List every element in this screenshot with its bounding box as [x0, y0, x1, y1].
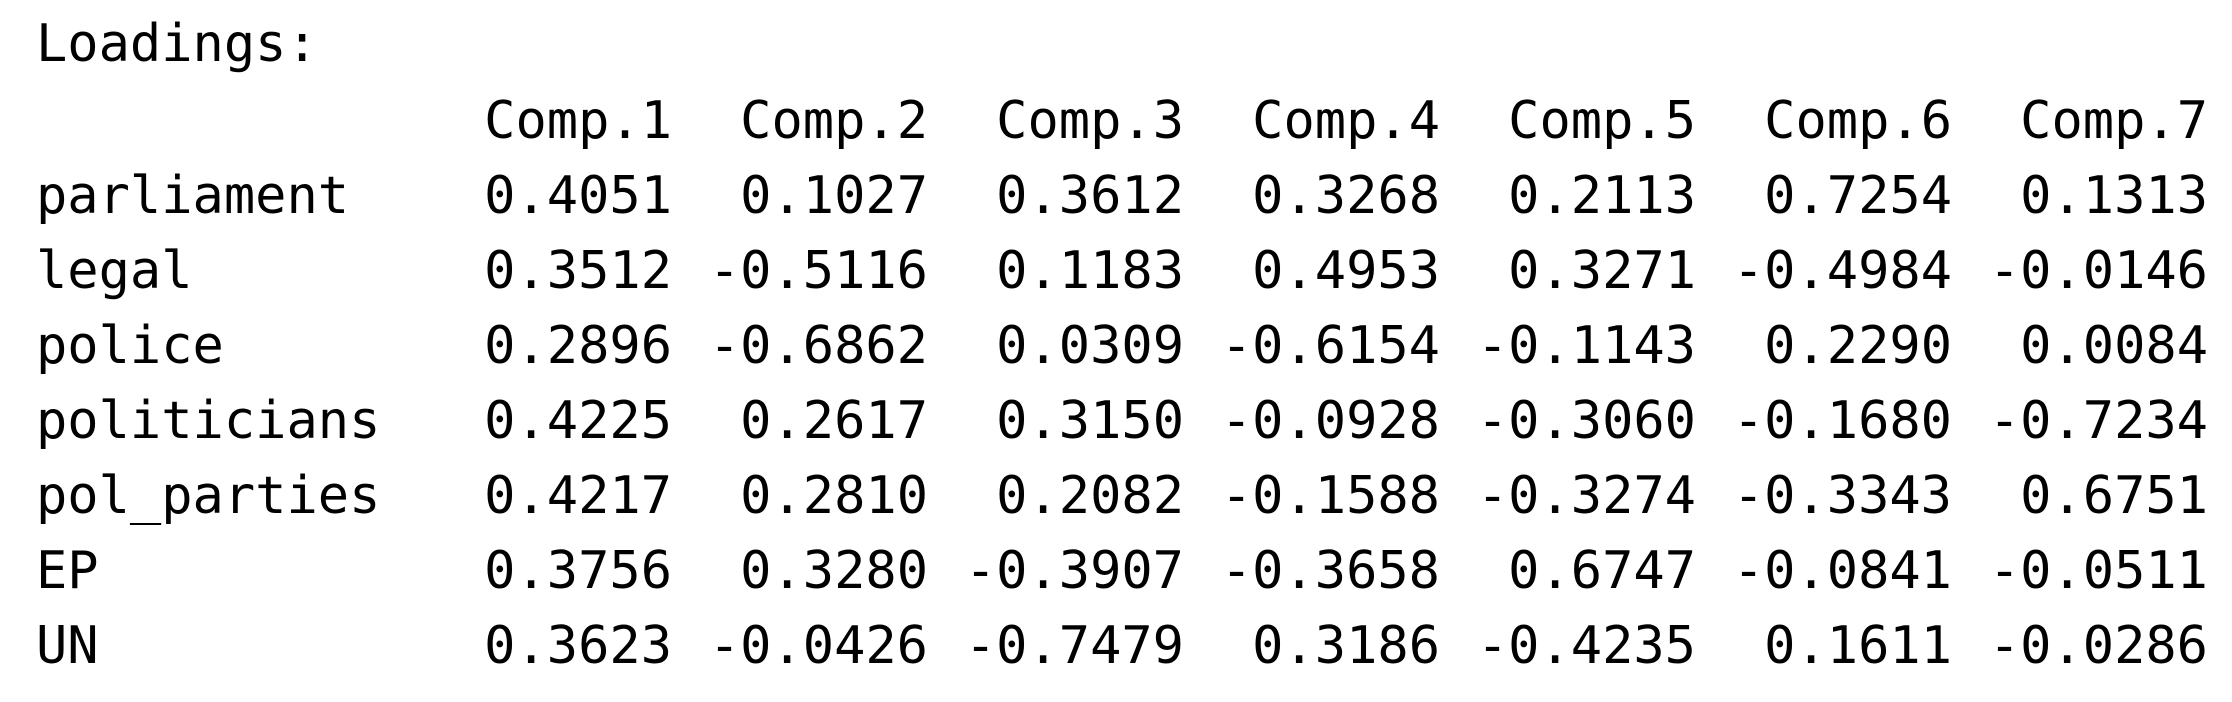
loading-value: -0.4235 — [1476, 616, 1696, 676]
loading-value: -0.3060 — [1476, 391, 1696, 451]
column-header-comp3: Comp.3 — [996, 91, 1184, 151]
loading-value: -0.0146 — [1988, 241, 2208, 301]
table-row: UN 0.3623 -0.0426 -0.7479 0.3186 -0.4235 0.161… — [36, 609, 2208, 684]
row-label: UN — [36, 616, 99, 676]
loading-value: -0.1680 — [1732, 391, 1952, 451]
loading-value: -0.0286 — [1988, 616, 2208, 676]
loading-value: -0.7234 — [1988, 391, 2208, 451]
loadings-title: Loadings: — [36, 14, 318, 74]
loading-value: -0.5116 — [708, 241, 928, 301]
loading-value: -0.3274 — [1476, 466, 1696, 526]
loading-value: 0.0309 — [996, 316, 1184, 376]
loading-value: -0.1588 — [1220, 466, 1440, 526]
loading-value: 0.3150 — [996, 391, 1184, 451]
loading-value: -0.6154 — [1220, 316, 1440, 376]
loading-value: 0.4217 — [484, 466, 672, 526]
loading-value: 0.2810 — [740, 466, 928, 526]
loading-value: 0.4051 — [484, 166, 672, 226]
loading-value: 0.3512 — [484, 241, 672, 301]
loading-value: -0.0841 — [1732, 541, 1952, 601]
loading-value: 0.2113 — [1508, 166, 1696, 226]
loading-value: -0.3658 — [1220, 541, 1440, 601]
table-row: parliament 0.4051 0.1027 0.3612 0.3268 0.2113… — [36, 159, 2208, 234]
loading-value: 0.6751 — [2020, 466, 2208, 526]
column-header-comp1: Comp.1 — [484, 91, 672, 151]
loading-value: 0.1313 — [2020, 166, 2208, 226]
column-header-comp4: Comp.4 — [1252, 91, 1440, 151]
loading-value: 0.3186 — [1252, 616, 1440, 676]
column-header-comp6: Comp.6 — [1764, 91, 1952, 151]
column-header-comp5: Comp.5 — [1508, 91, 1696, 151]
row-label: legal — [36, 241, 193, 301]
loading-value: 0.2082 — [996, 466, 1184, 526]
row-label: parliament — [36, 166, 350, 226]
loading-value: -0.4984 — [1732, 241, 1952, 301]
loading-value: 0.1611 — [1764, 616, 1952, 676]
loading-value: -0.0426 — [708, 616, 928, 676]
loading-value: -0.0511 — [1988, 541, 2208, 601]
loading-value: 0.3756 — [484, 541, 672, 601]
row-label: EP — [36, 541, 99, 601]
corner-cell — [36, 84, 416, 159]
loading-value: -0.1143 — [1476, 316, 1696, 376]
table-row: legal 0.3512 -0.5116 0.1183 0.4953 0.3271 -0.4… — [36, 234, 2208, 309]
loading-value: -0.3907 — [964, 541, 1184, 601]
header-row: Comp.1 Comp.2 Comp.3 Comp.4 Comp.5 Comp.… — [36, 84, 2208, 159]
loading-value: 0.3612 — [996, 166, 1184, 226]
loading-value: 0.7254 — [1764, 166, 1952, 226]
loading-value: -0.0928 — [1220, 391, 1440, 451]
loading-value: -0.6862 — [708, 316, 928, 376]
column-header-comp2: Comp.2 — [740, 91, 928, 151]
loading-value: 0.3268 — [1252, 166, 1440, 226]
loading-value: 0.2896 — [484, 316, 672, 376]
column-header-comp7: Comp.7 — [2020, 91, 2208, 151]
loading-value: 0.3280 — [740, 541, 928, 601]
loading-value: 0.3271 — [1508, 241, 1696, 301]
loading-value: 0.2290 — [1764, 316, 1952, 376]
loadings-table: Comp.1 Comp.2 Comp.3 Comp.4 Comp.5 Comp.… — [36, 84, 2208, 684]
loadings-body: parliament 0.4051 0.1027 0.3612 0.3268 0.2113… — [36, 159, 2208, 684]
loading-value: 0.4225 — [484, 391, 672, 451]
table-row: politicians 0.4225 0.2617 0.3150 -0.0928 -0.3… — [36, 384, 2208, 459]
row-label: politicians — [36, 391, 381, 451]
loading-value: 0.6747 — [1508, 541, 1696, 601]
loading-value: 0.4953 — [1252, 241, 1440, 301]
loading-value: 0.0084 — [2020, 316, 2208, 376]
loading-value: -0.7479 — [964, 616, 1184, 676]
loading-value: 0.2617 — [740, 391, 928, 451]
row-label: police — [36, 316, 224, 376]
loading-value: -0.3343 — [1732, 466, 1952, 526]
row-label: pol_parties — [36, 466, 381, 526]
table-row: EP 0.3756 0.3280 -0.3907 -0.3658 0.6747 -0.084… — [36, 534, 2208, 609]
loading-value: 0.3623 — [484, 616, 672, 676]
loading-value: 0.1183 — [996, 241, 1184, 301]
table-row: pol_parties 0.4217 0.2810 0.2082 -0.1588 -0.3… — [36, 459, 2208, 534]
table-row: police 0.2896 -0.6862 0.0309 -0.6154 -0.1143 0… — [36, 309, 2208, 384]
loading-value: 0.1027 — [740, 166, 928, 226]
